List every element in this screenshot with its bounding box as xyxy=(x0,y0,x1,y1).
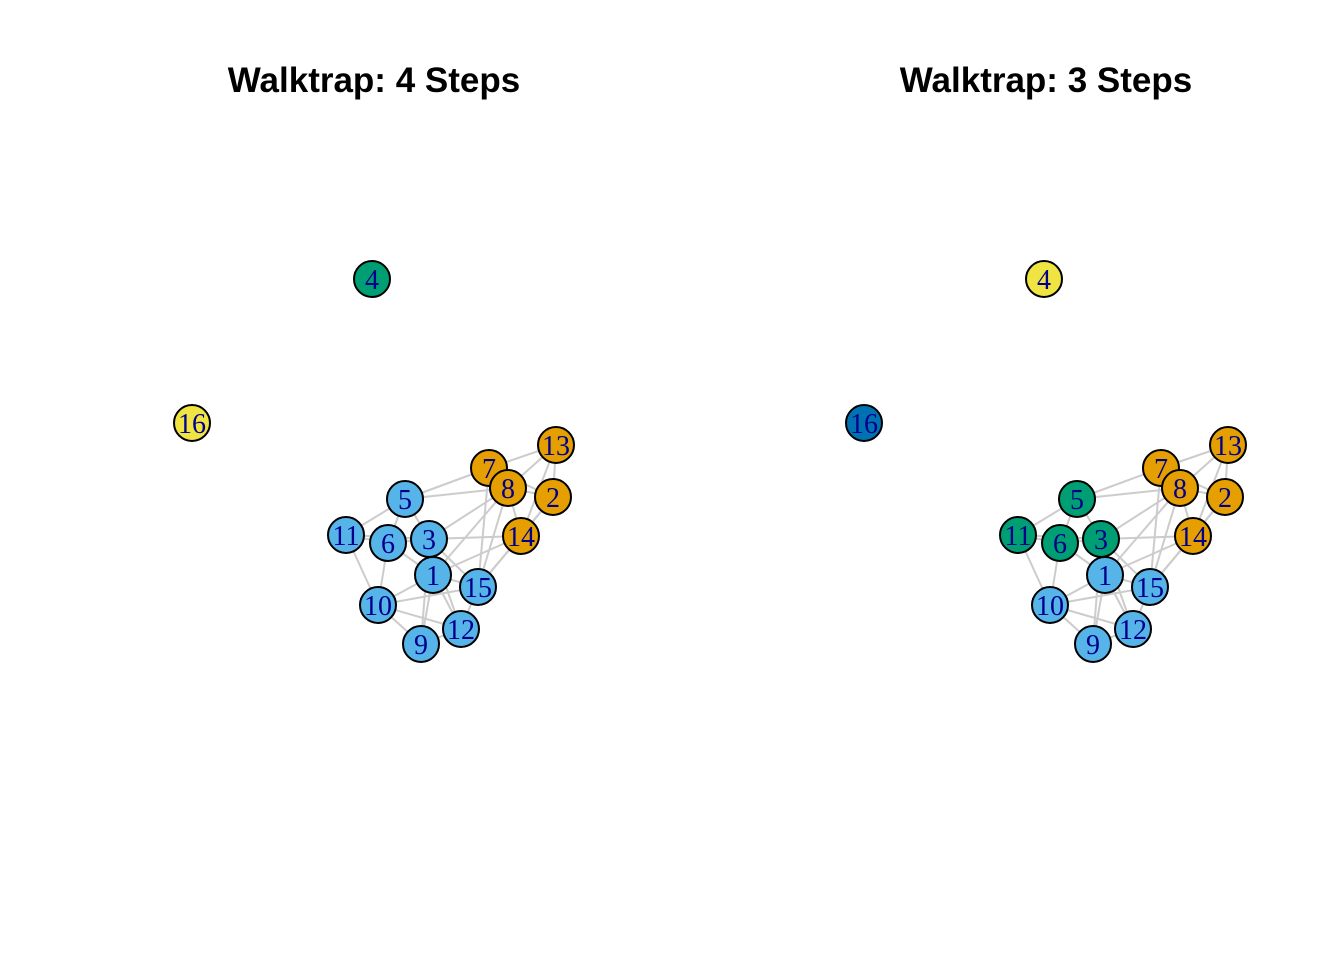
node-circle xyxy=(402,625,440,663)
node-label: 16 xyxy=(850,409,878,440)
node-label: 2 xyxy=(1218,483,1232,514)
node-6: 6 xyxy=(1041,524,1079,562)
node-10: 10 xyxy=(359,586,397,624)
edge-15-7 xyxy=(1149,467,1162,588)
node-circle xyxy=(845,404,883,442)
node-16: 16 xyxy=(173,404,211,442)
node-label: 15 xyxy=(464,573,492,604)
node-label: 11 xyxy=(333,521,360,552)
node-circle xyxy=(489,469,527,507)
node-label: 16 xyxy=(178,409,206,440)
node-label: 14 xyxy=(1179,522,1207,553)
node-16: 16 xyxy=(845,404,883,442)
node-9: 9 xyxy=(1074,625,1112,663)
node-label: 1 xyxy=(1098,561,1112,592)
node-circle xyxy=(369,524,407,562)
node-3: 3 xyxy=(1082,520,1120,558)
node-12: 12 xyxy=(442,610,480,648)
node-label: 2 xyxy=(546,483,560,514)
node-12: 12 xyxy=(1114,610,1152,648)
panel-title: Walktrap: 3 Steps xyxy=(900,61,1192,100)
node-label: 4 xyxy=(1037,265,1051,296)
node-label: 10 xyxy=(364,591,392,622)
node-14: 14 xyxy=(1174,517,1212,555)
node-circle xyxy=(1058,480,1096,518)
node-circle xyxy=(1114,610,1152,648)
node-label: 3 xyxy=(422,525,436,556)
node-9: 9 xyxy=(402,625,440,663)
node-label: 13 xyxy=(542,431,570,462)
node-15: 15 xyxy=(459,568,497,606)
edge-8-1 xyxy=(432,487,509,576)
node-13: 13 xyxy=(1209,426,1247,464)
node-circle xyxy=(1031,586,1069,624)
node-circle xyxy=(502,517,540,555)
node-circle xyxy=(534,478,572,516)
node-circle xyxy=(1174,517,1212,555)
node-circle xyxy=(459,568,497,606)
node-circle xyxy=(537,426,575,464)
node-label: 5 xyxy=(1070,485,1084,516)
node-label: 14 xyxy=(507,522,535,553)
edge-8-1 xyxy=(1104,487,1181,576)
node-label: 10 xyxy=(1036,591,1064,622)
node-label: 1 xyxy=(426,561,440,592)
panel-title: Walktrap: 4 Steps xyxy=(228,61,520,100)
node-5: 5 xyxy=(1058,480,1096,518)
node-circle xyxy=(410,520,448,558)
node-circle xyxy=(359,586,397,624)
node-label: 13 xyxy=(1214,431,1242,462)
node-label: 15 xyxy=(1136,573,1164,604)
node-label: 11 xyxy=(1005,521,1032,552)
node-label: 12 xyxy=(1119,615,1147,646)
panel-walktrap-4-steps: Walktrap: 4 Steps 1234567891011121314151… xyxy=(173,61,575,663)
node-circle xyxy=(1209,426,1247,464)
node-label: 4 xyxy=(365,265,379,296)
node-circle xyxy=(1074,625,1112,663)
node-label: 9 xyxy=(1086,630,1100,661)
node-8: 8 xyxy=(489,469,527,507)
node-circle xyxy=(1206,478,1244,516)
node-11: 11 xyxy=(327,516,365,554)
node-5: 5 xyxy=(386,480,424,518)
node-label: 8 xyxy=(1173,474,1187,505)
node-label: 9 xyxy=(414,630,428,661)
node-13: 13 xyxy=(537,426,575,464)
node-circle xyxy=(1161,469,1199,507)
node-circle xyxy=(327,516,365,554)
edge-15-7 xyxy=(477,467,490,588)
node-circle xyxy=(353,260,391,298)
node-15: 15 xyxy=(1131,568,1169,606)
node-3: 3 xyxy=(410,520,448,558)
node-2: 2 xyxy=(534,478,572,516)
node-label: 3 xyxy=(1094,525,1108,556)
node-2: 2 xyxy=(1206,478,1244,516)
node-circle xyxy=(1082,520,1120,558)
node-label: 12 xyxy=(447,615,475,646)
node-10: 10 xyxy=(1031,586,1069,624)
panel-walktrap-3-steps: Walktrap: 3 Steps 1234567891011121314151… xyxy=(845,61,1247,663)
node-11: 11 xyxy=(999,516,1037,554)
node-1: 1 xyxy=(414,556,452,594)
node-label: 8 xyxy=(501,474,515,505)
node-circle xyxy=(173,404,211,442)
node-4: 4 xyxy=(1025,260,1063,298)
node-circle xyxy=(386,480,424,518)
node-label: 5 xyxy=(398,485,412,516)
node-circle xyxy=(1025,260,1063,298)
node-circle xyxy=(1131,568,1169,606)
node-8: 8 xyxy=(1161,469,1199,507)
node-circle xyxy=(1041,524,1079,562)
node-label: 6 xyxy=(381,529,395,560)
node-circle xyxy=(442,610,480,648)
node-circle xyxy=(999,516,1037,554)
node-label: 6 xyxy=(1053,529,1067,560)
node-4: 4 xyxy=(353,260,391,298)
node-14: 14 xyxy=(502,517,540,555)
node-6: 6 xyxy=(369,524,407,562)
node-1: 1 xyxy=(1086,556,1124,594)
